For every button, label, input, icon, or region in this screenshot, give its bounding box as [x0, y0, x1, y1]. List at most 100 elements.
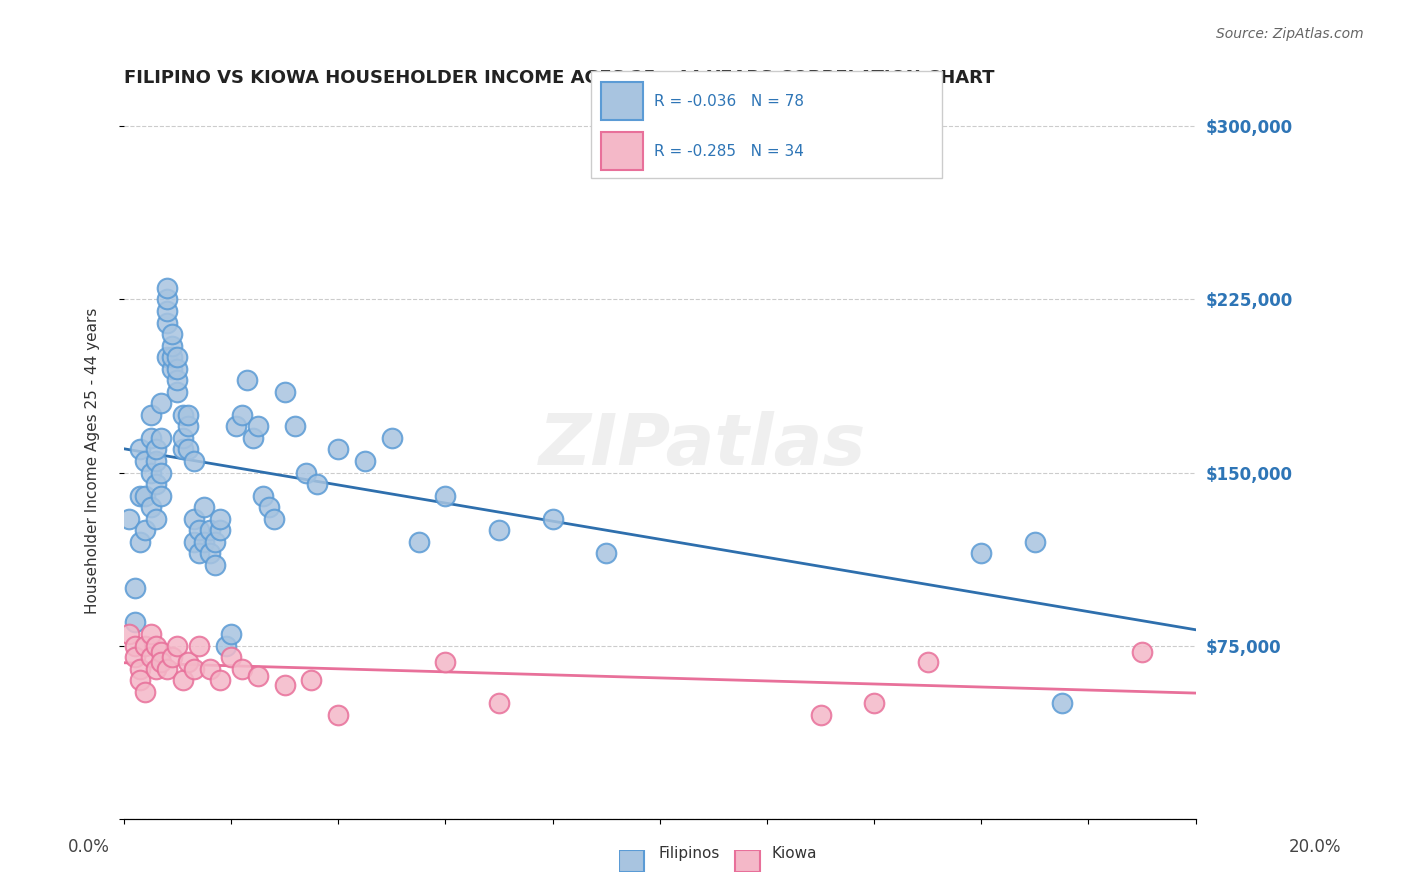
Point: [252, 489, 274, 503]
Point: [219, 627, 242, 641]
Point: [225, 419, 247, 434]
Text: ZIPatlas: ZIPatlas: [540, 411, 866, 481]
Point: [183, 511, 205, 525]
Point: [434, 489, 457, 503]
Point: [139, 466, 162, 480]
Point: [295, 466, 318, 480]
Point: [408, 534, 430, 549]
Point: [156, 316, 179, 330]
Point: [160, 650, 183, 665]
Point: [183, 454, 205, 468]
Point: [134, 639, 156, 653]
Point: [150, 396, 173, 410]
Point: [166, 639, 188, 653]
Point: [810, 707, 832, 722]
Point: [209, 511, 232, 525]
Point: [124, 581, 146, 595]
Point: [193, 500, 215, 515]
FancyBboxPatch shape: [591, 71, 942, 178]
Point: [129, 442, 152, 457]
Point: [150, 655, 173, 669]
Point: [242, 431, 264, 445]
Point: [150, 431, 173, 445]
Point: [118, 511, 141, 525]
Point: [124, 615, 146, 630]
Point: [301, 673, 323, 688]
Text: Source: ZipAtlas.com: Source: ZipAtlas.com: [1216, 27, 1364, 41]
Point: [134, 523, 156, 537]
Point: [328, 707, 350, 722]
Point: [166, 350, 188, 364]
Point: [145, 442, 167, 457]
FancyBboxPatch shape: [602, 132, 644, 169]
Point: [134, 454, 156, 468]
Point: [488, 696, 510, 710]
Point: [193, 534, 215, 549]
Text: R = -0.036   N = 78: R = -0.036 N = 78: [654, 94, 804, 109]
Point: [145, 454, 167, 468]
Point: [354, 454, 377, 468]
Point: [160, 338, 183, 352]
Point: [219, 650, 242, 665]
Point: [172, 442, 194, 457]
Point: [198, 523, 221, 537]
Point: [198, 546, 221, 560]
Point: [231, 662, 253, 676]
Point: [1050, 696, 1073, 710]
Point: [118, 627, 141, 641]
Point: [134, 489, 156, 503]
Point: [177, 442, 200, 457]
Point: [156, 350, 179, 364]
Point: [172, 408, 194, 422]
Point: [246, 668, 269, 682]
Point: [187, 523, 209, 537]
Point: [156, 304, 179, 318]
Text: Kiowa: Kiowa: [772, 847, 817, 861]
Point: [595, 546, 617, 560]
Point: [434, 655, 457, 669]
Point: [166, 384, 188, 399]
Point: [156, 281, 179, 295]
Point: [172, 673, 194, 688]
Point: [204, 558, 226, 572]
Point: [263, 511, 285, 525]
Point: [156, 662, 179, 676]
Point: [863, 696, 886, 710]
Point: [150, 645, 173, 659]
Point: [305, 477, 328, 491]
Point: [129, 673, 152, 688]
Point: [129, 534, 152, 549]
Point: [150, 466, 173, 480]
Point: [198, 662, 221, 676]
Point: [172, 431, 194, 445]
Text: 20.0%: 20.0%: [1288, 838, 1341, 855]
Point: [145, 511, 167, 525]
Point: [273, 678, 295, 692]
Point: [183, 662, 205, 676]
Point: [236, 373, 259, 387]
Point: [150, 489, 173, 503]
Point: [145, 477, 167, 491]
Point: [145, 639, 167, 653]
Point: [246, 419, 269, 434]
Point: [134, 684, 156, 698]
Point: [160, 327, 183, 342]
Point: [381, 431, 404, 445]
Point: [177, 419, 200, 434]
Point: [209, 523, 232, 537]
Point: [488, 523, 510, 537]
Point: [257, 500, 280, 515]
Point: [1024, 534, 1046, 549]
Point: [156, 293, 179, 307]
Text: 0.0%: 0.0%: [67, 838, 110, 855]
Text: Filipinos: Filipinos: [658, 847, 720, 861]
Point: [917, 655, 939, 669]
Point: [124, 639, 146, 653]
Point: [124, 650, 146, 665]
Text: R = -0.285   N = 34: R = -0.285 N = 34: [654, 145, 804, 159]
Point: [139, 627, 162, 641]
Point: [160, 350, 183, 364]
Point: [187, 546, 209, 560]
Point: [1130, 645, 1153, 659]
Point: [139, 431, 162, 445]
